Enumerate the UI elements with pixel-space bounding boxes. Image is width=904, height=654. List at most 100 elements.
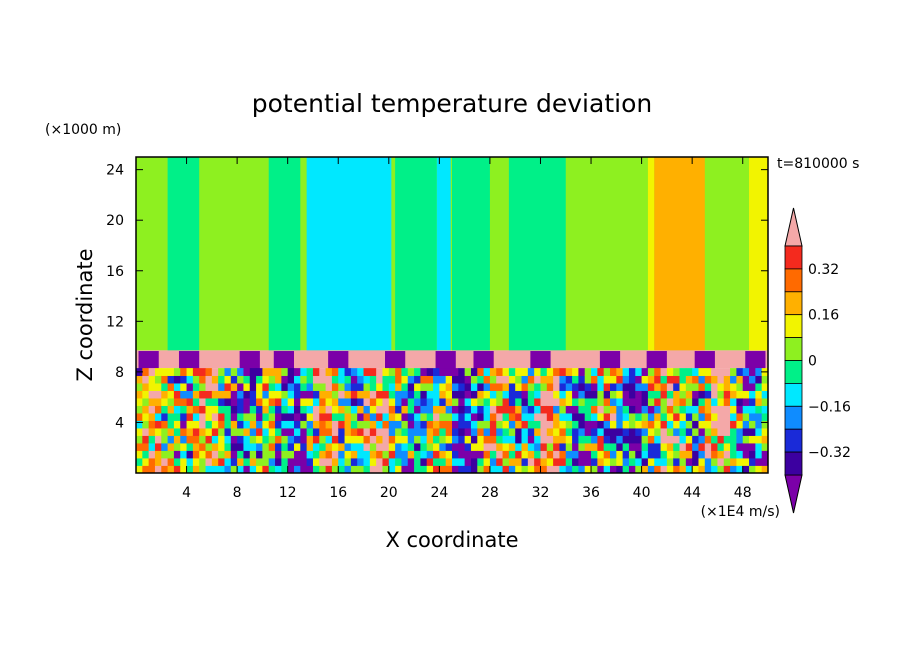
lower-cell: [382, 413, 390, 421]
lower-cell: [325, 398, 333, 406]
lower-cell: [319, 383, 326, 391]
lower-cell: [553, 383, 560, 391]
lower-cell: [508, 375, 516, 384]
lower-cell: [338, 420, 345, 429]
lower-cell: [736, 450, 744, 459]
lower-cell: [508, 450, 516, 459]
lower-cell: [230, 368, 238, 376]
lower-cell: [584, 413, 592, 421]
lower-cell: [755, 413, 763, 421]
lower-cell: [433, 413, 440, 421]
lower-cell: [136, 390, 143, 399]
lower-cell: [287, 405, 295, 414]
lower-cell: [294, 405, 301, 414]
inversion-blob: [530, 351, 551, 369]
lower-cell: [445, 450, 453, 459]
lower-cell: [717, 443, 725, 451]
lower-cell: [401, 398, 409, 406]
lower-cell: [508, 398, 516, 406]
lower-cell: [148, 390, 156, 399]
x-axis: 4 8 12 16 20 24 28 32 36 40 44 48: [182, 157, 752, 501]
lower-cell: [262, 390, 270, 399]
lower-cell: [445, 420, 453, 429]
lower-cell: [414, 465, 421, 473]
lower-cell: [755, 405, 763, 414]
lower-cell: [502, 435, 510, 444]
lower-cell: [192, 428, 200, 436]
lower-cell: [515, 405, 522, 414]
lower-cell: [534, 405, 541, 414]
lower-cell: [224, 450, 232, 459]
lower-cell: [742, 375, 750, 384]
lower-cell: [395, 443, 402, 451]
lower-cell: [477, 465, 484, 473]
lower-cell: [660, 435, 668, 444]
lower-cell: [319, 398, 326, 406]
lower-cell: [679, 405, 687, 414]
lower-cell: [230, 435, 238, 444]
lower-cell: [388, 420, 396, 429]
lower-cell: [692, 420, 699, 429]
lower-cell: [224, 368, 232, 376]
lower-cell: [268, 398, 276, 406]
lower-cell: [502, 375, 510, 384]
lower-cell: [698, 375, 706, 384]
lower-cell: [660, 405, 668, 414]
lower-cell: [180, 435, 187, 444]
lower-cell: [679, 413, 687, 421]
lower-cell: [294, 443, 301, 451]
colorbar-swatch: [784, 451, 803, 476]
lower-cell: [199, 458, 206, 466]
lower-cell: [420, 383, 428, 391]
lower-cell: [426, 443, 434, 451]
lower-cell: [578, 390, 586, 399]
lower-cell: [363, 450, 371, 459]
lower-cell: [256, 435, 263, 444]
lower-cell: [262, 450, 270, 459]
lower-cell: [224, 428, 232, 436]
lower-cell: [458, 398, 466, 406]
lower-cell: [565, 368, 573, 376]
lower-cell: [546, 435, 554, 444]
lower-cell: [527, 390, 535, 399]
lower-cell: [306, 390, 314, 399]
lower-cell: [331, 420, 339, 429]
inversion-blob: [473, 351, 494, 369]
lower-cell: [154, 428, 162, 436]
y-axis-label: Z coordinate: [73, 248, 97, 381]
lower-cell: [249, 390, 257, 399]
lower-cell: [635, 465, 642, 473]
lower-cell: [401, 375, 409, 384]
lower-cell: [357, 420, 364, 429]
lower-cell: [546, 383, 554, 391]
lower-cell: [237, 413, 244, 421]
lower-cell: [666, 398, 674, 406]
lower-cell: [388, 375, 396, 384]
lower-cell: [350, 450, 358, 459]
lower-cell: [205, 383, 213, 391]
lower-cell: [559, 398, 567, 406]
lower-cell: [572, 458, 579, 466]
lower-cell: [489, 428, 497, 436]
lower-cell: [654, 375, 661, 384]
lower-cell: [578, 368, 586, 376]
lower-cell: [483, 390, 491, 399]
lower-cell: [199, 465, 206, 473]
lower-cell: [205, 413, 213, 421]
lower-cell: [616, 413, 624, 421]
lower-cell: [350, 405, 358, 414]
lower-cell: [294, 465, 301, 473]
lower-cell: [300, 383, 308, 391]
lower-cell: [647, 383, 655, 391]
lower-cell: [433, 458, 440, 466]
lower-cell: [205, 465, 213, 473]
lower-cell: [218, 383, 225, 391]
lower-cell: [161, 398, 168, 406]
lower-cell: [312, 428, 320, 436]
lower-cell: [603, 405, 611, 414]
lower-cell: [515, 428, 522, 436]
lower-cell: [199, 390, 206, 399]
lower-cell: [275, 368, 282, 376]
lower-cell: [508, 383, 516, 391]
lower-cell: [382, 420, 390, 429]
